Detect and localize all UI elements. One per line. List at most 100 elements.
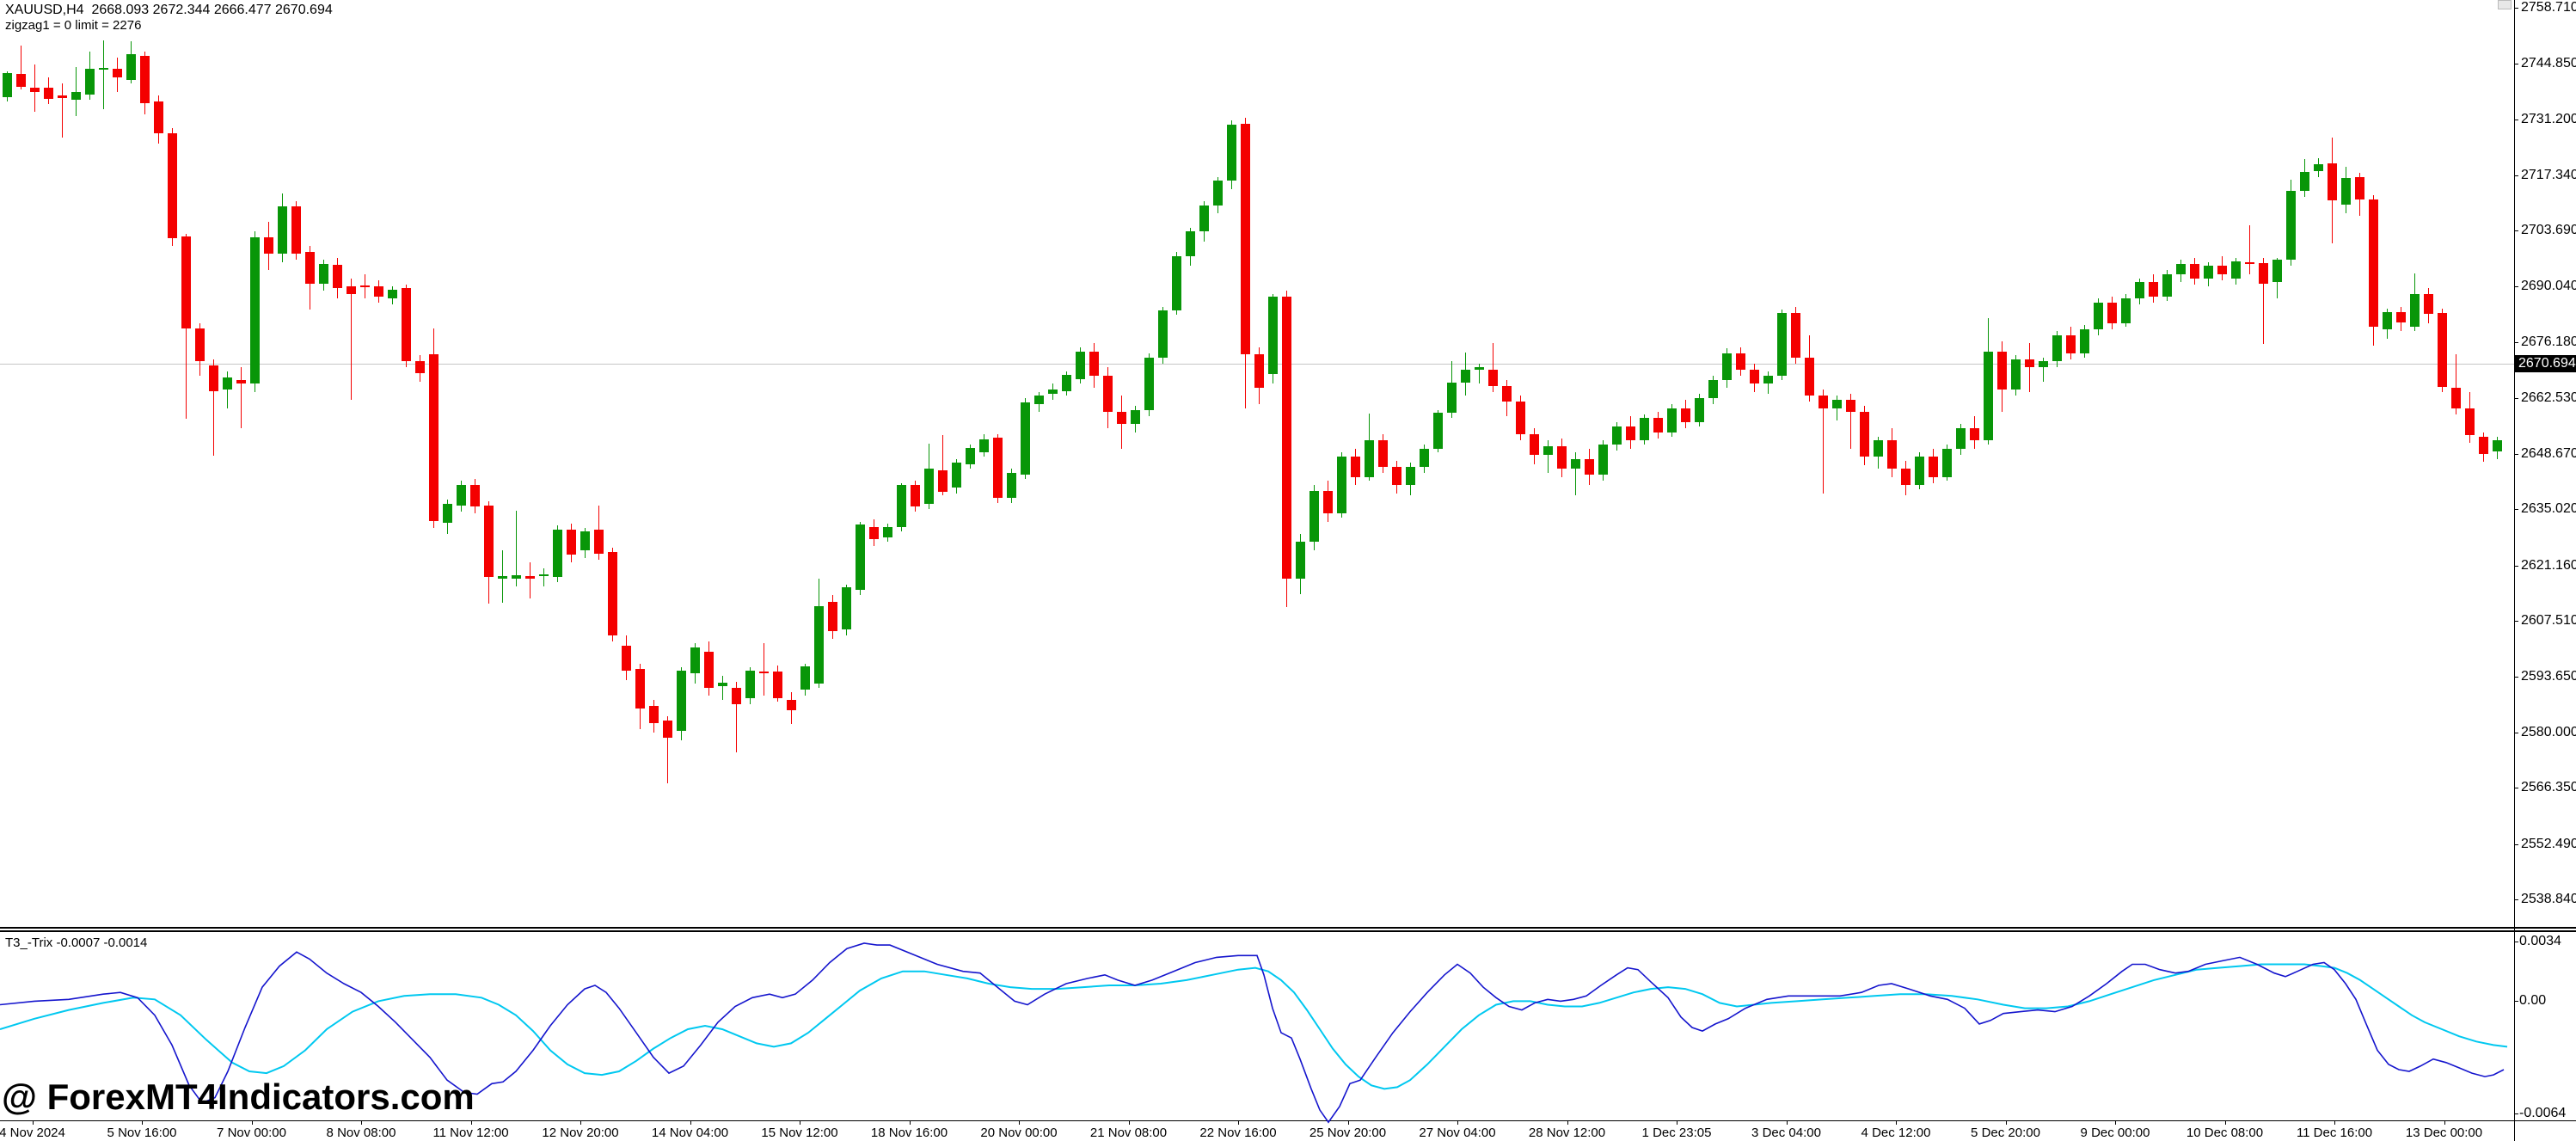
time-axis-tick (361, 1120, 362, 1125)
candle-body (140, 56, 150, 103)
candle-body (2383, 312, 2392, 330)
candle-body (2424, 294, 2433, 315)
candle-body (1516, 402, 1525, 435)
price-axis[interactable]: 2758.710 2744.850 2731.200 2717.340 2703.690… (2514, 0, 2576, 927)
indicator-name-label: T3_-Trix -0.0007 -0.0014 (5, 935, 148, 950)
candle-body (512, 574, 521, 579)
candle-body (1626, 426, 1635, 441)
candle-body (966, 448, 975, 465)
price-axis-tick (2514, 175, 2518, 177)
indicator-axis[interactable]: 0.0034 0.00 -0.0064 (2514, 932, 2576, 1120)
candle-body (1461, 370, 1470, 383)
time-axis-tick (1128, 1120, 1130, 1125)
current-price-tag: 2670.694 (2515, 355, 2576, 372)
time-axis-label: 18 Nov 16:00 (870, 1126, 948, 1140)
candle-body (333, 265, 342, 288)
candle-body (2438, 313, 2447, 388)
candle-body (663, 721, 672, 739)
candle-body (911, 485, 920, 507)
time-axis-label: 20 Nov 00:00 (980, 1126, 1058, 1140)
candle-body (1929, 457, 1938, 477)
time-axis-tick (251, 1120, 253, 1125)
candle-body (402, 287, 411, 361)
time-axis-label: 8 Nov 08:00 (326, 1126, 396, 1140)
candle-wick (543, 567, 544, 587)
panel-separator-line[interactable] (0, 927, 2576, 929)
candle-body (58, 95, 67, 98)
candle-body (2231, 261, 2241, 279)
price-axis-label: 2552.490 (2521, 836, 2576, 851)
candle-body (718, 683, 727, 686)
candle-wick (213, 359, 214, 456)
candle-body (85, 68, 95, 95)
price-axis-tick (2514, 342, 2518, 344)
price-axis-label: 2758.710 (2521, 0, 2576, 15)
candle-body (1805, 357, 1814, 396)
candle-wick (516, 511, 517, 587)
time-axis-tick (1786, 1120, 1788, 1125)
candle-body (2094, 302, 2103, 329)
time-axis-label: 12 Nov 20:00 (542, 1126, 619, 1140)
candle-body (1227, 124, 1236, 181)
candle-body (759, 672, 769, 674)
price-axis-label: 2648.670 (2521, 445, 2576, 461)
candle-body (1598, 445, 1608, 475)
candlestick-chart[interactable] (0, 0, 2514, 927)
time-axis-label: 13 Dec 00:00 (2405, 1126, 2483, 1140)
candle-body (649, 706, 659, 723)
candle-wick (667, 716, 668, 784)
price-axis-tick (2514, 397, 2518, 399)
indicator-param-label: zigzag1 = 0 limit = 2276 (5, 18, 142, 33)
price-axis-label: 2744.850 (2521, 56, 2576, 71)
candle-body (1832, 400, 1842, 408)
candle-body (1406, 466, 1415, 486)
candle-body (1750, 369, 1759, 384)
candle-body (1681, 408, 1690, 423)
candle-wick (2043, 357, 2044, 382)
candle-body (1488, 369, 1498, 386)
candle-body (2272, 260, 2282, 283)
time-axis-label: 4 Nov 2024 (0, 1126, 65, 1140)
price-axis-label: 2676.180 (2521, 334, 2576, 350)
time-axis[interactable]: 4 Nov 2024 5 Nov 16:00 7 Nov 00:00 8 Nov 08… (0, 1120, 2576, 1141)
candle-body (1819, 396, 1828, 408)
candle-body (1351, 457, 1360, 477)
candle-body (1984, 351, 1993, 441)
time-axis-label: 1 Dec 23:05 (1641, 1126, 1712, 1140)
time-axis-tick (2334, 1120, 2335, 1125)
candle-body (1571, 458, 1580, 469)
candle-body (1763, 375, 1773, 384)
indicator-axis-label: 0.0034 (2519, 934, 2561, 948)
candle-body (457, 485, 466, 506)
time-axis-label: 14 Nov 04:00 (651, 1126, 729, 1140)
candle-body (787, 700, 796, 710)
candle-body (1695, 397, 1704, 423)
candle-body (305, 251, 315, 285)
candle-body (856, 524, 865, 590)
time-axis-label: 11 Nov 12:00 (432, 1126, 509, 1140)
candle-wick (351, 278, 352, 401)
candle-body (1076, 351, 1085, 380)
candle-body (1447, 382, 1457, 413)
time-axis-tick (142, 1120, 143, 1125)
candle-body (1640, 418, 1649, 441)
candle-body (2135, 282, 2144, 299)
candle-body (415, 360, 425, 374)
candle-body (443, 504, 452, 524)
chart-shift-marker (2498, 0, 2512, 9)
candle-body (1296, 542, 1305, 579)
candle-body (1254, 354, 1264, 388)
candle-body (883, 527, 892, 538)
candle-body (2286, 191, 2296, 261)
candle-wick (1575, 452, 1576, 495)
candle-body (1062, 374, 1071, 391)
candle-body (2149, 282, 2158, 297)
candle-body (1007, 473, 1016, 499)
candle-body (1199, 205, 1209, 232)
candle-body (635, 669, 645, 709)
candle-body (223, 377, 232, 390)
candle-body (938, 470, 948, 493)
indicator-axis-label: -0.0064 (2519, 1105, 2567, 1120)
candle-body (1585, 458, 1594, 475)
